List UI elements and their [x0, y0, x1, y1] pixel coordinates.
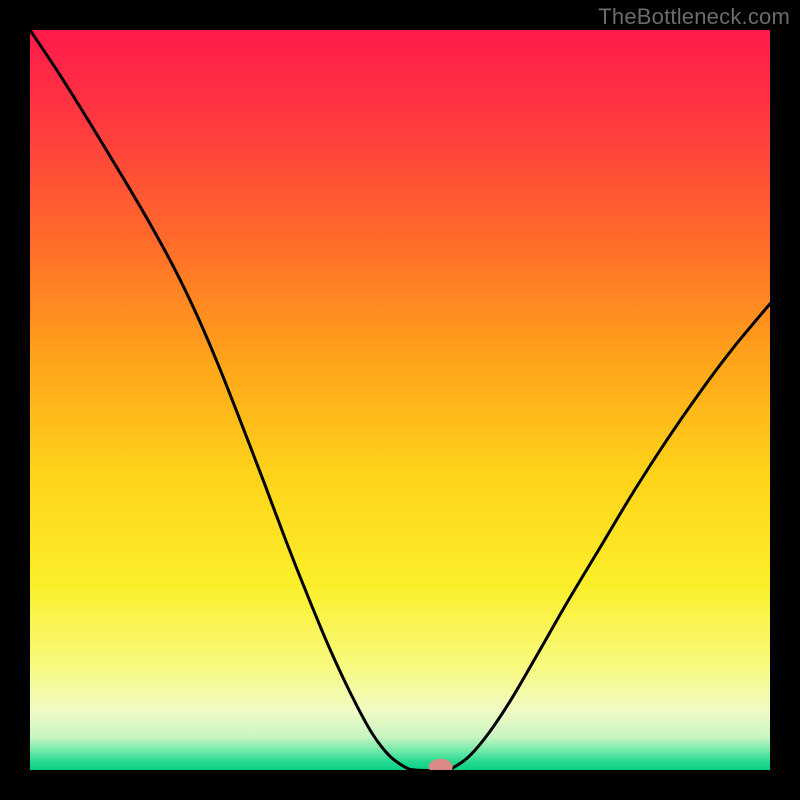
bottleneck-chart — [0, 0, 800, 800]
frame-border — [0, 0, 30, 800]
watermark-text: TheBottleneck.com — [598, 4, 790, 30]
frame-border — [0, 770, 800, 800]
chart-stage: TheBottleneck.com — [0, 0, 800, 800]
frame-border — [770, 0, 800, 800]
chart-background — [30, 30, 770, 770]
